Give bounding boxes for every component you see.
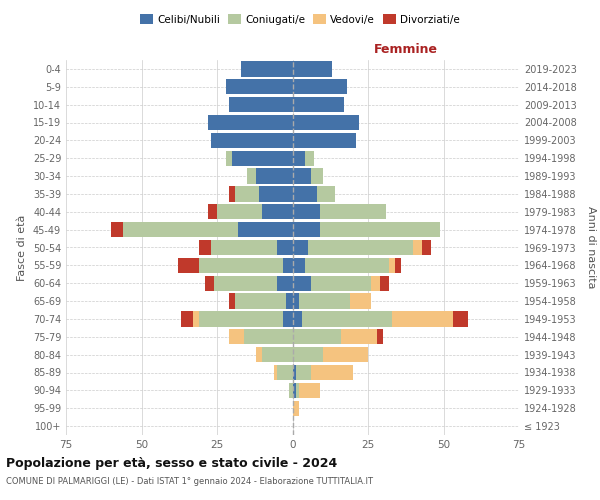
- Bar: [302, 312, 392, 326]
- Bar: [371, 276, 380, 291]
- Bar: [422, 240, 431, 255]
- Bar: [293, 150, 305, 166]
- Bar: [199, 312, 283, 326]
- Bar: [293, 204, 320, 220]
- Bar: [229, 186, 235, 202]
- Bar: [389, 258, 395, 273]
- Bar: [293, 347, 323, 362]
- Bar: [262, 204, 293, 220]
- Bar: [211, 240, 277, 255]
- Bar: [413, 240, 422, 255]
- Text: Popolazione per età, sesso e stato civile - 2024: Popolazione per età, sesso e stato civil…: [6, 458, 337, 470]
- Bar: [293, 329, 341, 344]
- Bar: [112, 222, 124, 237]
- Bar: [293, 365, 296, 380]
- Bar: [289, 383, 293, 398]
- Bar: [296, 383, 299, 398]
- Bar: [293, 168, 311, 184]
- Bar: [350, 294, 371, 308]
- Bar: [286, 294, 293, 308]
- Bar: [311, 168, 323, 184]
- Bar: [299, 383, 320, 398]
- Bar: [217, 204, 262, 220]
- Bar: [226, 150, 232, 166]
- Bar: [293, 383, 296, 398]
- Text: COMUNE DI PALMARIGGI (LE) - Dati ISTAT 1° gennaio 2024 - Elaborazione TUTTITALIA: COMUNE DI PALMARIGGI (LE) - Dati ISTAT 1…: [6, 478, 373, 486]
- Bar: [305, 258, 389, 273]
- Bar: [311, 365, 353, 380]
- Bar: [178, 258, 199, 273]
- Bar: [299, 294, 350, 308]
- Bar: [323, 347, 368, 362]
- Bar: [320, 204, 386, 220]
- Bar: [181, 312, 193, 326]
- Bar: [293, 400, 299, 416]
- Bar: [293, 222, 320, 237]
- Bar: [293, 294, 299, 308]
- Bar: [235, 186, 259, 202]
- Y-axis label: Anni di nascita: Anni di nascita: [586, 206, 596, 289]
- Bar: [229, 294, 235, 308]
- Bar: [256, 168, 293, 184]
- Bar: [229, 97, 293, 112]
- Bar: [293, 62, 332, 76]
- Bar: [277, 276, 293, 291]
- Bar: [308, 240, 413, 255]
- Bar: [205, 276, 214, 291]
- Bar: [247, 168, 256, 184]
- Bar: [293, 240, 308, 255]
- Bar: [262, 347, 293, 362]
- Bar: [214, 276, 277, 291]
- Bar: [293, 79, 347, 94]
- Bar: [293, 258, 305, 273]
- Bar: [124, 222, 238, 237]
- Bar: [296, 365, 311, 380]
- Bar: [226, 79, 293, 94]
- Bar: [452, 312, 467, 326]
- Bar: [277, 365, 293, 380]
- Bar: [199, 258, 283, 273]
- Bar: [208, 204, 217, 220]
- Bar: [311, 276, 371, 291]
- Bar: [395, 258, 401, 273]
- Bar: [341, 329, 377, 344]
- Bar: [283, 312, 293, 326]
- Bar: [241, 62, 293, 76]
- Text: Femmine: Femmine: [374, 44, 438, 56]
- Bar: [259, 186, 293, 202]
- Bar: [256, 347, 262, 362]
- Bar: [199, 240, 211, 255]
- Bar: [193, 312, 199, 326]
- Bar: [283, 258, 293, 273]
- Bar: [208, 115, 293, 130]
- Bar: [293, 186, 317, 202]
- Bar: [293, 276, 311, 291]
- Bar: [293, 312, 302, 326]
- Bar: [377, 329, 383, 344]
- Bar: [320, 222, 440, 237]
- Bar: [232, 150, 293, 166]
- Bar: [305, 150, 314, 166]
- Bar: [238, 222, 293, 237]
- Bar: [293, 115, 359, 130]
- Bar: [211, 133, 293, 148]
- Bar: [293, 133, 356, 148]
- Bar: [317, 186, 335, 202]
- Bar: [235, 294, 286, 308]
- Bar: [293, 97, 344, 112]
- Bar: [274, 365, 277, 380]
- Bar: [244, 329, 293, 344]
- Y-axis label: Fasce di età: Fasce di età: [17, 214, 27, 280]
- Bar: [277, 240, 293, 255]
- Bar: [229, 329, 244, 344]
- Bar: [380, 276, 389, 291]
- Legend: Celibi/Nubili, Coniugati/e, Vedovi/e, Divorziati/e: Celibi/Nubili, Coniugati/e, Vedovi/e, Di…: [136, 10, 464, 29]
- Bar: [392, 312, 452, 326]
